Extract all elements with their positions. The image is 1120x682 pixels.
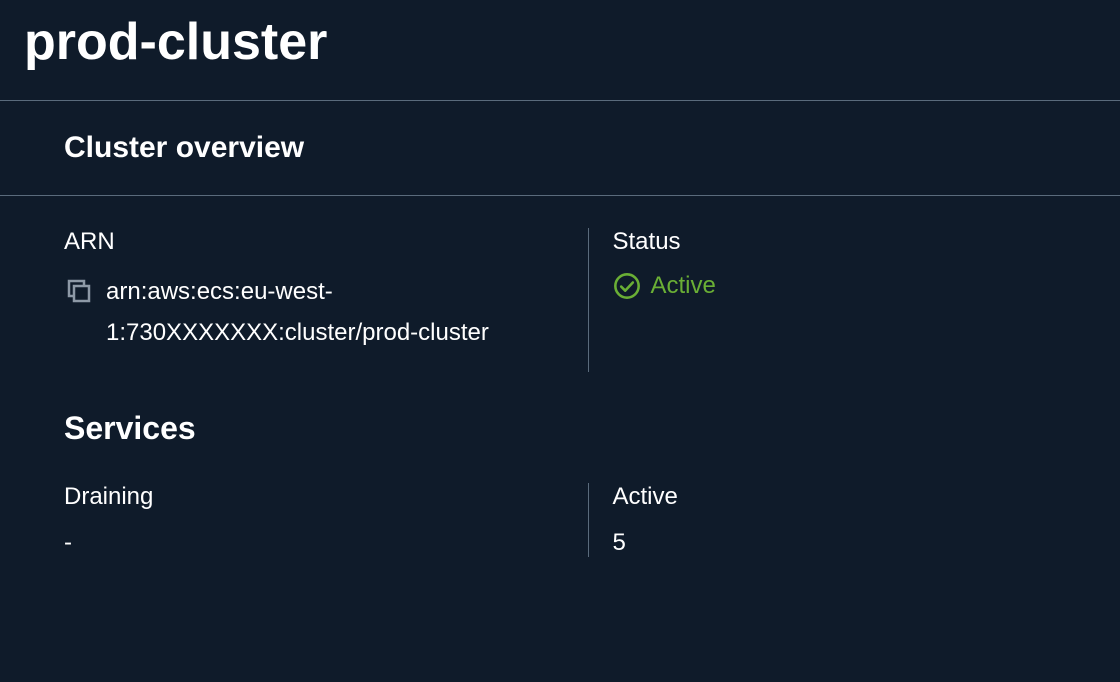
copy-icon[interactable] [64, 276, 94, 306]
services-grid: Draining - Active 5 [0, 465, 1120, 557]
arn-row: arn:aws:ecs:eu-west-1:730XXXXXXX:cluster… [64, 272, 548, 354]
cluster-overview-heading: Cluster overview [0, 101, 1120, 196]
arn-value: arn:aws:ecs:eu-west-1:730XXXXXXX:cluster… [106, 272, 548, 354]
overview-grid: ARN arn:aws:ecs:eu-west-1:730XXXXXXX:clu… [0, 196, 1120, 372]
services-heading: Services [0, 372, 1120, 465]
active-value: 5 [613, 529, 1097, 557]
active-column: Active 5 [588, 483, 1097, 557]
page-title: prod-cluster [0, 0, 1120, 101]
status-label: Status [613, 228, 1097, 256]
check-circle-icon [613, 272, 641, 300]
arn-label: ARN [64, 228, 548, 256]
draining-label: Draining [64, 483, 548, 511]
arn-column: ARN arn:aws:ecs:eu-west-1:730XXXXXXX:clu… [64, 228, 588, 372]
active-label: Active [613, 483, 1097, 511]
status-value: Active [651, 272, 716, 300]
draining-column: Draining - [64, 483, 588, 557]
status-column: Status Active [588, 228, 1097, 372]
status-row: Active [613, 272, 1097, 300]
draining-value: - [64, 529, 548, 557]
